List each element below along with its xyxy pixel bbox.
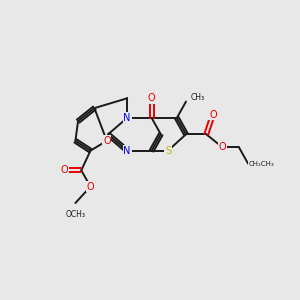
Text: O: O — [61, 165, 68, 175]
Text: N: N — [123, 113, 131, 123]
Text: OCH₃: OCH₃ — [65, 210, 86, 219]
Text: CH₃: CH₃ — [191, 93, 205, 102]
Text: S: S — [165, 146, 171, 156]
Text: O: O — [148, 93, 155, 103]
Text: O: O — [103, 136, 111, 146]
Text: O: O — [209, 110, 217, 120]
Text: O: O — [87, 182, 94, 192]
Text: O: O — [219, 142, 226, 152]
Text: N: N — [123, 146, 131, 156]
Text: CH₂CH₃: CH₂CH₃ — [248, 161, 274, 167]
